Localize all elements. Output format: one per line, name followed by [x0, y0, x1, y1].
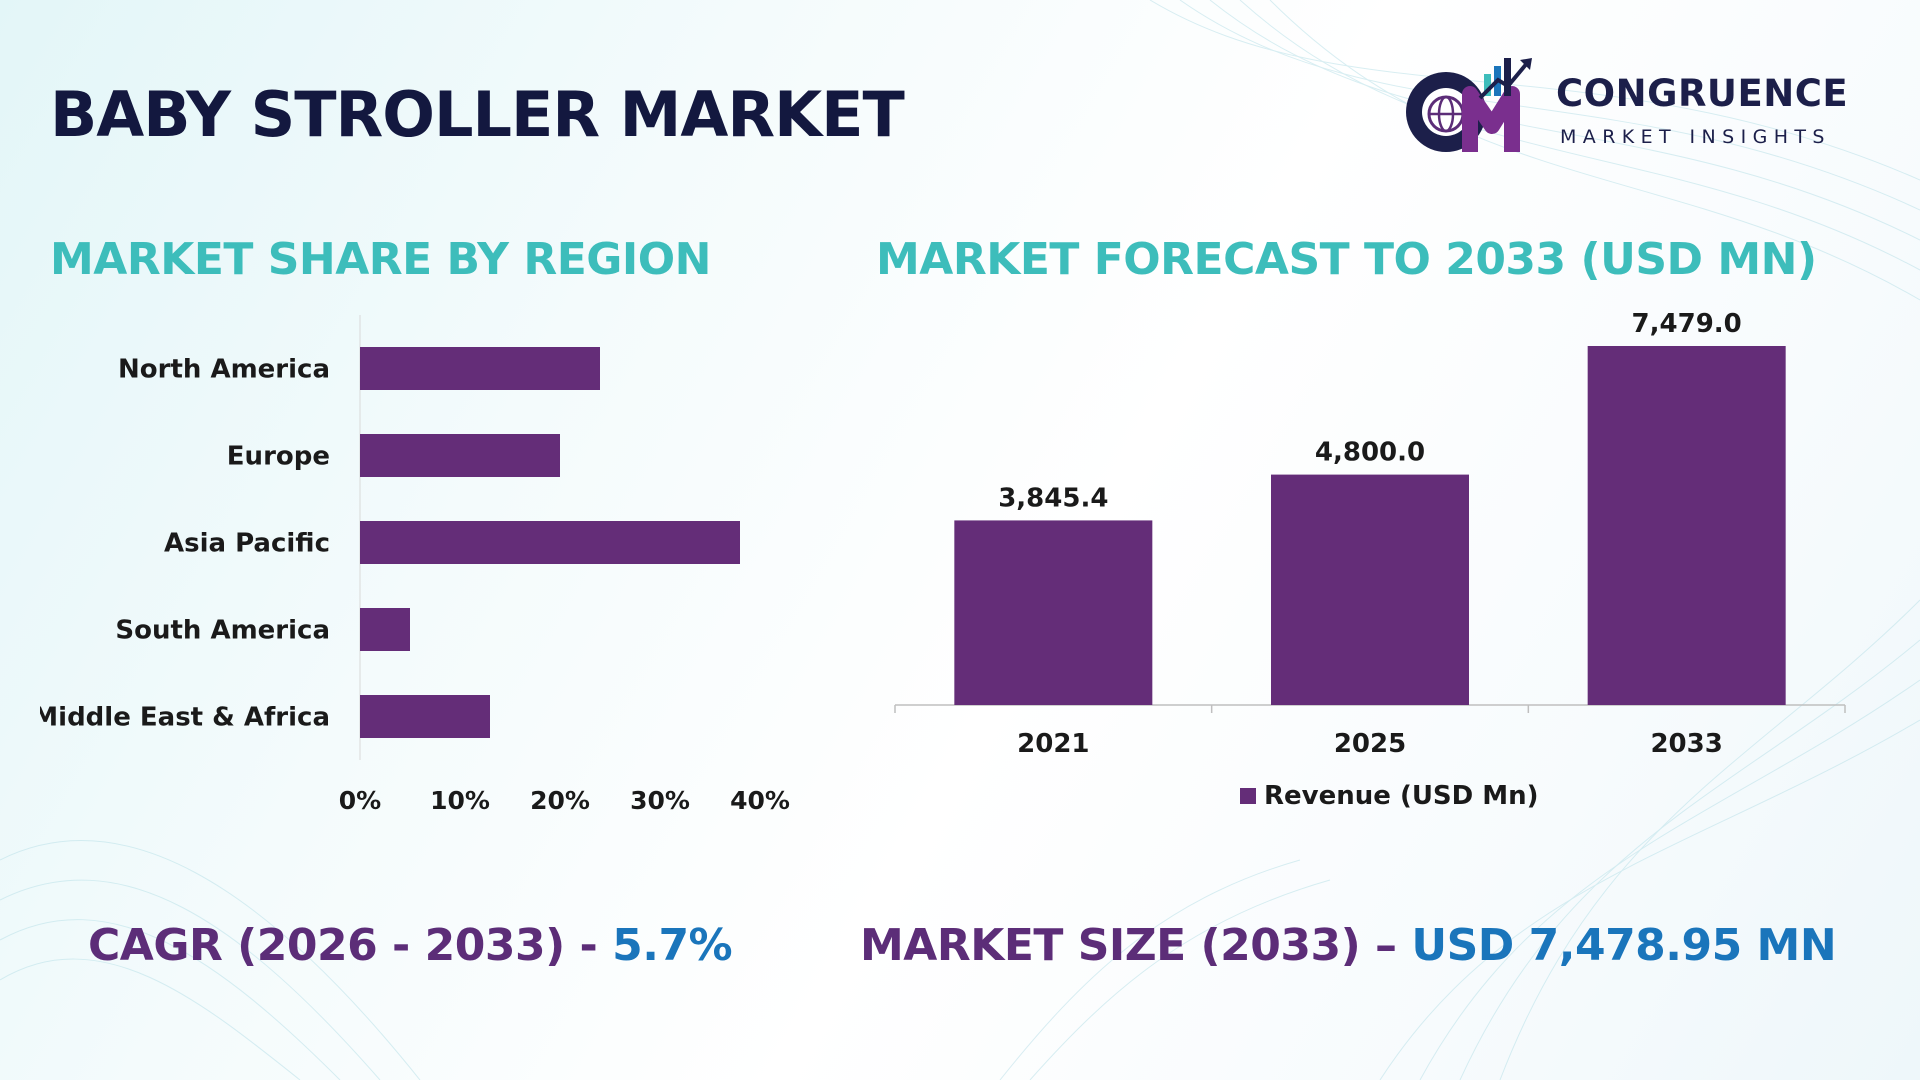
legend-swatch [1240, 788, 1256, 804]
market-size-label: MARKET SIZE (2033) – [860, 920, 1412, 971]
region-share-title: MARKET SHARE BY REGION [50, 234, 712, 285]
cagr-footer: CAGR (2026 - 2033) - 5.7% [88, 920, 733, 971]
cagr-label: CAGR (2026 - 2033) - [88, 920, 613, 971]
region-bar [360, 521, 740, 564]
region-tick-label: 30% [630, 786, 690, 815]
region-share-chart: North America Europe Asia Pacific South Ame… [40, 315, 790, 815]
page-title: BABY STROLLER MARKET [50, 78, 905, 151]
region-bar [360, 434, 560, 477]
legend-label: Revenue (USD Mn) [1264, 781, 1539, 811]
region-bar [360, 608, 410, 651]
market-size-footer: MARKET SIZE (2033) – USD 7,478.95 MN [860, 920, 1837, 971]
region-label: Asia Pacific [164, 529, 330, 559]
cagr-value: 5.7% [612, 920, 733, 971]
forecast-title: MARKET FORECAST TO 2033 (USD MN) [876, 234, 1817, 285]
region-tick-label: 10% [430, 786, 490, 815]
region-bar [360, 347, 600, 390]
forecast-category-label: 2021 [1017, 729, 1089, 759]
forecast-bar [954, 520, 1153, 705]
region-tick-label: 40% [730, 786, 790, 815]
region-tick-label: 20% [530, 786, 590, 815]
forecast-bar [1587, 346, 1786, 705]
forecast-category-label: 2033 [1650, 729, 1722, 759]
region-bar [360, 695, 490, 738]
logo-wordmark: CONGRUENCE [1556, 72, 1849, 115]
forecast-category-label: 2025 [1334, 729, 1406, 759]
forecast-data-label: 4,800.0 [1315, 438, 1425, 468]
forecast-data-label: 3,845.4 [998, 483, 1108, 513]
logo-tagline: MARKET INSIGHTS [1560, 126, 1831, 148]
region-label: Middle East & Africa [40, 703, 330, 733]
region-tick-label: 0% [339, 786, 381, 815]
region-label: South America [115, 616, 330, 646]
forecast-bar [1271, 474, 1469, 705]
forecast-data-label: 7,479.0 [1632, 309, 1742, 339]
market-size-value: USD 7,478.95 MN [1411, 920, 1837, 971]
company-logo: CONGRUENCE MARKET INSIGHTS [1400, 54, 1870, 158]
region-label: North America [118, 355, 330, 385]
region-label: Europe [227, 442, 330, 472]
cm-logo-icon [1406, 58, 1532, 152]
forecast-chart: 3,845.4 2021 4,800.0 2025 7,479.0 2033 Revenue… [894, 309, 1846, 811]
